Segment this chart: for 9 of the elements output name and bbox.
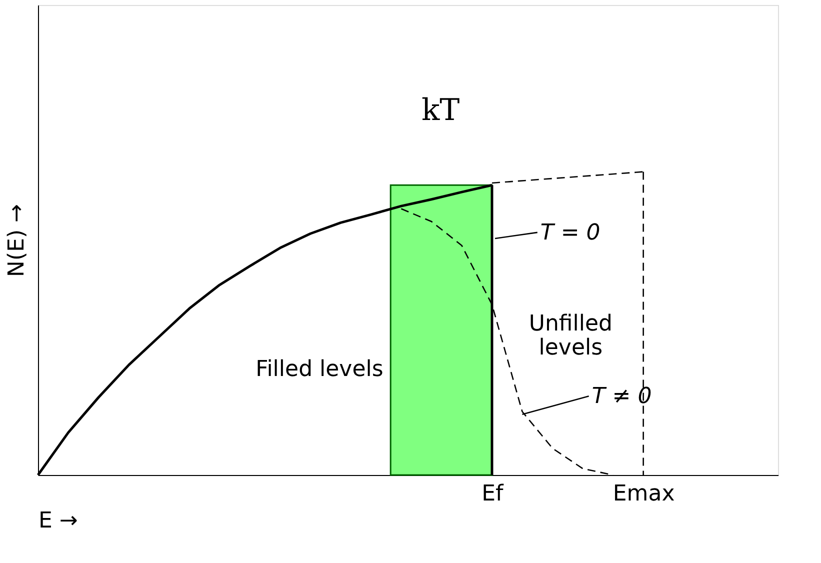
annotation: Filled levels bbox=[256, 356, 384, 382]
annotation: Unfilled levels bbox=[528, 311, 612, 360]
y-axis-title: N(E) → bbox=[4, 204, 30, 277]
x-axis-title: E → bbox=[38, 508, 78, 534]
x-tick-label: Emax bbox=[612, 482, 675, 506]
x-tick-label: Ef bbox=[482, 482, 505, 506]
text: kT bbox=[421, 93, 460, 128]
annotation: T ≠ 0 bbox=[592, 384, 652, 410]
annotation: T = 0 bbox=[540, 220, 600, 246]
